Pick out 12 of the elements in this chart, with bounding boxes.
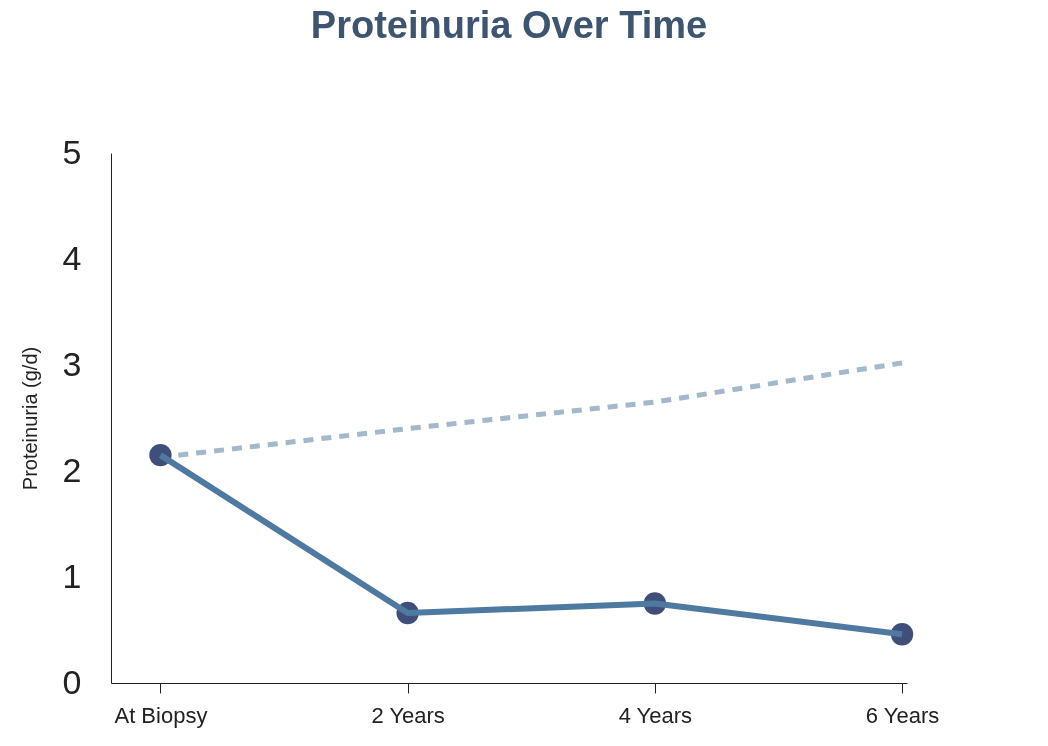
x-tick-label: At Biopsy <box>114 702 208 728</box>
y-axis-title: Proteinuria (g/d) <box>18 346 41 491</box>
y-tick-label: 0 <box>62 662 82 701</box>
y-tick-label: 5 <box>62 132 82 171</box>
x-tick-label: 2 Years <box>371 702 445 728</box>
y-tick-label: 3 <box>62 344 82 383</box>
chart-title: Proteinuria Over Time <box>310 4 708 46</box>
y-tick-label: 2 <box>62 450 82 489</box>
y-tick-label: 1 <box>62 556 82 595</box>
y-tick-label: 4 <box>62 238 82 277</box>
x-tick-label: 4 Years <box>618 702 693 728</box>
x-tick-label: 6 Years <box>865 702 940 728</box>
